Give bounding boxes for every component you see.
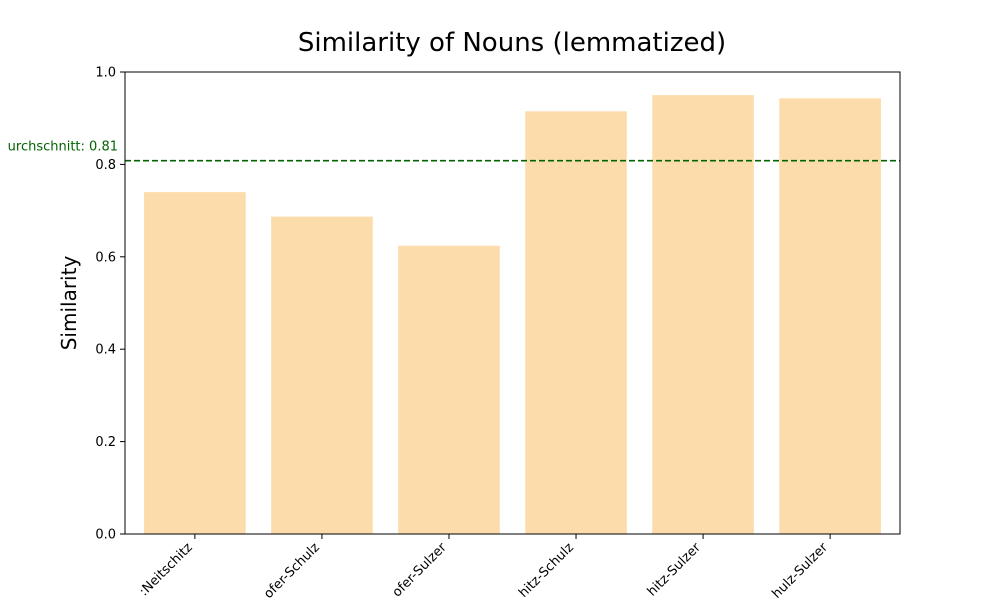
- average-line-group: urchschnitt: 0.81: [8, 140, 900, 162]
- bar: [271, 216, 373, 534]
- average-line-label: urchschnitt: 0.81: [8, 140, 118, 155]
- bar: [398, 245, 500, 534]
- y-tick-label: 0.6: [95, 250, 116, 265]
- x-tick-label: ofer-Schulz: [261, 540, 323, 600]
- y-tick-label: 1.0: [95, 66, 116, 81]
- x-tick-label: hitz-Schulz: [516, 540, 577, 600]
- y-tick-label: 0.2: [95, 435, 116, 450]
- x-tick-label: ofer-Sulzer: [390, 540, 451, 600]
- y-tick-label: 0.8: [95, 158, 116, 173]
- chart-title: Similarity of Nouns (lemmatized): [298, 28, 726, 58]
- bar: [525, 111, 627, 535]
- bar: [144, 192, 246, 534]
- bar: [652, 95, 754, 534]
- y-tick-label: 0.4: [95, 343, 116, 358]
- plot-frame: [124, 71, 901, 535]
- y-axis-label: Similarity: [57, 256, 81, 351]
- x-tick-label: :Neitschitz: [137, 540, 196, 599]
- x-tick-label: hulz-Sulzer: [770, 540, 832, 600]
- x-axis-ticks: :Neitschitz ofer-Schulz ofer-Sulzer hitz-Sc…: [137, 534, 832, 602]
- x-tick-label: hitz-Sulzer: [645, 540, 705, 600]
- bar: [779, 98, 881, 535]
- bars-group: [144, 95, 881, 535]
- y-axis-ticks: 0.0 0.2 0.4 0.6 0.8 1.0: [95, 66, 125, 543]
- y-tick-label: 0.0: [95, 528, 116, 543]
